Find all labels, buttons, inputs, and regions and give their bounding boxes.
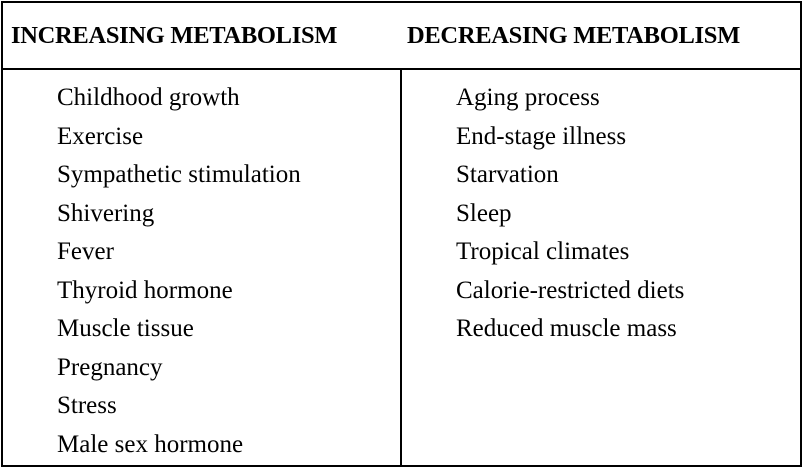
list-item: Muscle tissue <box>57 315 194 342</box>
list-item: Exercise <box>57 122 144 150</box>
list-item: Thyroid hormone <box>57 276 233 304</box>
list-item: Sleep <box>456 199 512 227</box>
list-item: Tropical climates <box>456 238 630 265</box>
list-item: Childhood growth <box>57 84 240 111</box>
list-item: End-stage illness <box>456 122 627 150</box>
header-decreasing-metabolism: DECREASING METABOLISM <box>407 22 740 49</box>
list-item: Calorie-restricted diets <box>456 276 685 304</box>
increasing-metabolism-list: Childhood growth Exercise Sympathetic st… <box>57 79 301 464</box>
list-item: Pregnancy <box>57 353 163 381</box>
list-item: Stress <box>57 392 117 419</box>
list-item: Aging process <box>456 84 600 111</box>
list-item: Shivering <box>57 199 155 227</box>
header-increasing-metabolism: INCREASING METABOLISM <box>11 22 338 49</box>
list-item: Starvation <box>456 161 559 188</box>
list-item: Fever <box>57 238 114 265</box>
list-item: Reduced muscle mass <box>456 315 677 342</box>
list-item: Sympathetic stimulation <box>57 161 301 188</box>
column-divider <box>400 70 402 465</box>
decreasing-metabolism-list: Aging process End-stage illness Starvati… <box>456 79 684 349</box>
table-header-row: INCREASING METABOLISM DECREASING METABOL… <box>3 3 800 70</box>
list-item: Male sex hormone <box>57 430 244 458</box>
